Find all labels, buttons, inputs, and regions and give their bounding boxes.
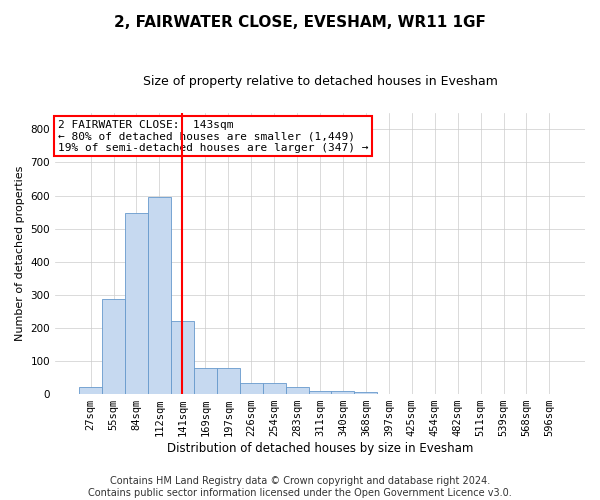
Bar xyxy=(286,388,308,394)
Bar xyxy=(331,391,355,394)
Bar xyxy=(125,213,148,394)
Bar xyxy=(148,196,171,394)
Title: Size of property relative to detached houses in Evesham: Size of property relative to detached ho… xyxy=(143,75,497,88)
Bar xyxy=(171,320,194,394)
Bar xyxy=(102,299,125,394)
Bar xyxy=(194,368,217,394)
Text: 2 FAIRWATER CLOSE:  143sqm
← 80% of detached houses are smaller (1,449)
19% of s: 2 FAIRWATER CLOSE: 143sqm ← 80% of detac… xyxy=(58,120,368,153)
Y-axis label: Number of detached properties: Number of detached properties xyxy=(15,166,25,341)
Bar xyxy=(263,382,286,394)
Bar xyxy=(355,392,377,394)
Text: Contains HM Land Registry data © Crown copyright and database right 2024.
Contai: Contains HM Land Registry data © Crown c… xyxy=(88,476,512,498)
Bar xyxy=(79,388,102,394)
Text: 2, FAIRWATER CLOSE, EVESHAM, WR11 1GF: 2, FAIRWATER CLOSE, EVESHAM, WR11 1GF xyxy=(114,15,486,30)
Bar xyxy=(308,391,331,394)
Bar xyxy=(240,382,263,394)
Bar xyxy=(217,368,240,394)
X-axis label: Distribution of detached houses by size in Evesham: Distribution of detached houses by size … xyxy=(167,442,473,455)
